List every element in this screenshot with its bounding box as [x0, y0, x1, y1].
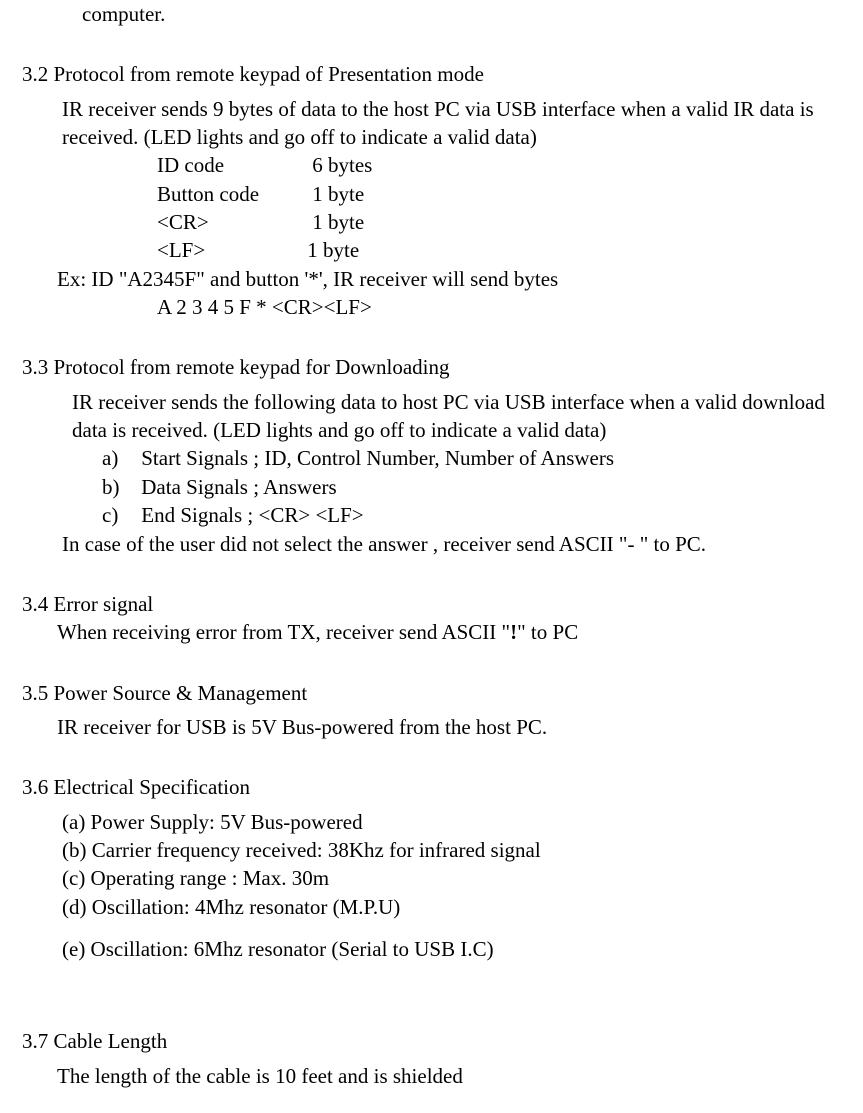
- s33-p2: In case of the user did not select the a…: [22, 530, 841, 558]
- s33-item-0-marker: a): [102, 444, 136, 472]
- s36-item-1: (b) Carrier frequency received: 38Khz fo…: [62, 836, 841, 864]
- s34-p1: When receiving error from TX, receiver s…: [22, 618, 841, 646]
- section-3-3-title: 3.3 Protocol from remote keypad for Down…: [22, 353, 841, 381]
- s34-p1-pre: When receiving error from TX, receiver s…: [57, 620, 510, 644]
- s32-row-0-val: 6 bytes: [312, 151, 372, 179]
- s33-item-2: c) End Signals ; <CR> <LF>: [22, 501, 841, 529]
- s32-row-1-val: 1 byte: [312, 180, 364, 208]
- s36-item-4: (e) Oscillation: 6Mhz resonator (Serial …: [22, 935, 841, 963]
- section-3-3-body: IR receiver sends the following data to …: [22, 388, 841, 445]
- s32-row-3: <LF> 1 byte: [157, 236, 841, 264]
- s33-item-0-text: Start Signals ; ID, Control Number, Numb…: [141, 446, 614, 470]
- section-3-2-title: 3.2 Protocol from remote keypad of Prese…: [22, 60, 841, 88]
- section-3-4-title: 3.4 Error signal: [22, 590, 841, 618]
- s36-item-2: (c) Operating range : Max. 30m: [62, 864, 841, 892]
- s32-row-1-label: Button code: [157, 180, 307, 208]
- s33-item-1-text: Data Signals ; Answers: [141, 475, 336, 499]
- section-3-7-title: 3.7 Cable Length: [22, 1027, 841, 1055]
- s33-item-1-marker: b): [102, 473, 136, 501]
- section-3-2-body: IR receiver sends 9 bytes of data to the…: [22, 95, 841, 152]
- s36-list: (a) Power Supply: 5V Bus-powered (b) Car…: [22, 808, 841, 921]
- s37-p1: The length of the cable is 10 feet and i…: [22, 1062, 841, 1090]
- s36-item-3: (d) Oscillation: 4Mhz resonator (M.P.U): [62, 893, 841, 921]
- s33-item-2-text: End Signals ; <CR> <LF>: [141, 503, 363, 527]
- s35-p1: IR receiver for USB is 5V Bus-powered fr…: [22, 713, 841, 741]
- s33-item-1: b) Data Signals ; Answers: [22, 473, 841, 501]
- prelude-text: computer.: [82, 2, 165, 26]
- s32-row-2: <CR> 1 byte: [157, 208, 841, 236]
- s32-row-0: ID code 6 bytes: [157, 151, 841, 179]
- s32-row-2-val: 1 byte: [312, 208, 364, 236]
- s34-p1-post: " to PC: [517, 620, 578, 644]
- s32-row-0-label: ID code: [157, 151, 307, 179]
- s32-example-line: Ex: ID "A2345F" and button '*', IR recei…: [22, 265, 841, 293]
- s32-row-3-val: 1 byte: [307, 236, 359, 264]
- section-3-5-title: 3.5 Power Source & Management: [22, 679, 841, 707]
- s32-p1: IR receiver sends 9 bytes of data to the…: [62, 95, 841, 152]
- s36-item-0: (a) Power Supply: 5V Bus-powered: [62, 808, 841, 836]
- s32-example-bytes: A 2 3 4 5 F * <CR><LF>: [22, 293, 841, 321]
- prelude-fragment: computer.: [22, 0, 841, 28]
- s32-row-1: Button code 1 byte: [157, 180, 841, 208]
- s33-item-2-marker: c): [102, 501, 136, 529]
- s32-row-2-label: <CR>: [157, 208, 307, 236]
- s33-item-0: a) Start Signals ; ID, Control Number, N…: [22, 444, 841, 472]
- s33-p1: IR receiver sends the following data to …: [72, 388, 841, 445]
- s32-table: ID code 6 bytes Button code 1 byte <CR> …: [22, 151, 841, 264]
- section-3-6-title: 3.6 Electrical Specification: [22, 773, 841, 801]
- s32-row-3-label: <LF>: [157, 236, 302, 264]
